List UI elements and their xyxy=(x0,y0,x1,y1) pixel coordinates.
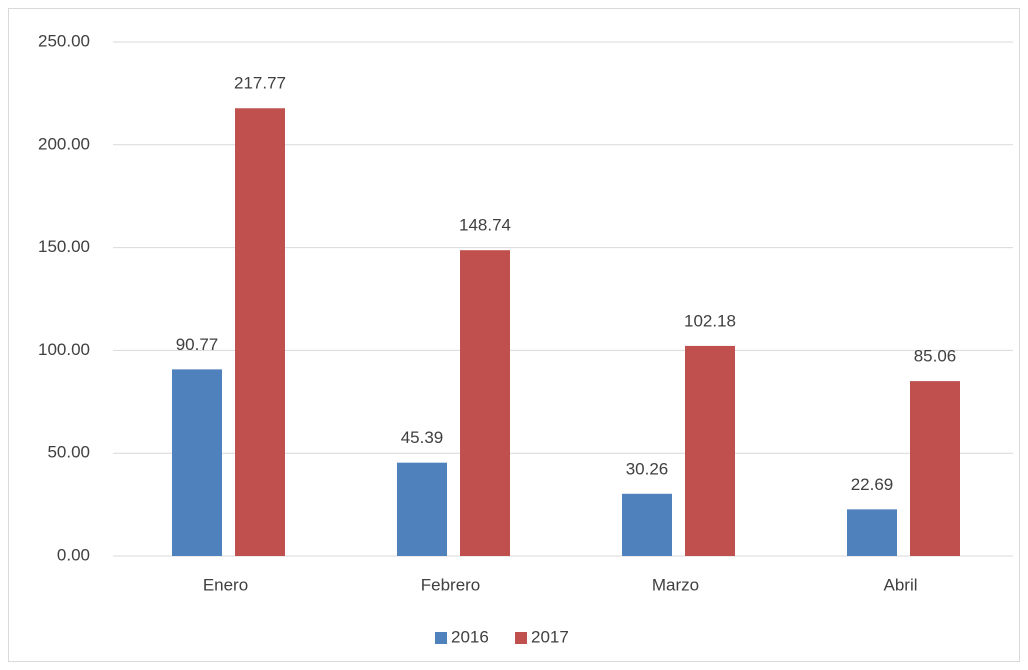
bar xyxy=(685,345,735,556)
y-tick-label: 150.00 xyxy=(38,237,90,256)
data-label: 148.74 xyxy=(459,216,511,235)
x-tick-label: Enero xyxy=(203,575,248,594)
bar xyxy=(847,509,897,556)
legend-swatch xyxy=(435,632,447,644)
chart-border xyxy=(8,8,1020,662)
bar xyxy=(460,250,510,557)
y-tick-label: 50.00 xyxy=(47,443,90,462)
data-label: 217.77 xyxy=(234,74,286,93)
x-tick-label: Febrero xyxy=(421,575,481,594)
bar xyxy=(910,381,960,556)
bar xyxy=(172,369,222,556)
data-label: 30.26 xyxy=(626,459,669,478)
bar xyxy=(397,462,447,556)
legend-swatch xyxy=(515,632,527,644)
bar xyxy=(622,493,672,556)
y-tick-label: 100.00 xyxy=(38,340,90,359)
data-label: 85.06 xyxy=(914,347,957,366)
data-label: 102.18 xyxy=(684,311,736,330)
legend-label: 2017 xyxy=(531,627,569,646)
data-label: 90.77 xyxy=(176,335,219,354)
y-tick-label: 0.00 xyxy=(57,545,90,564)
y-tick-label: 200.00 xyxy=(38,134,90,153)
y-tick-label: 250.00 xyxy=(38,31,90,50)
legend-label: 2016 xyxy=(451,627,489,646)
data-label: 45.39 xyxy=(401,428,444,447)
data-label: 22.69 xyxy=(851,475,894,494)
x-tick-label: Abril xyxy=(883,575,917,594)
x-tick-label: Marzo xyxy=(652,575,699,594)
bar xyxy=(235,108,285,556)
